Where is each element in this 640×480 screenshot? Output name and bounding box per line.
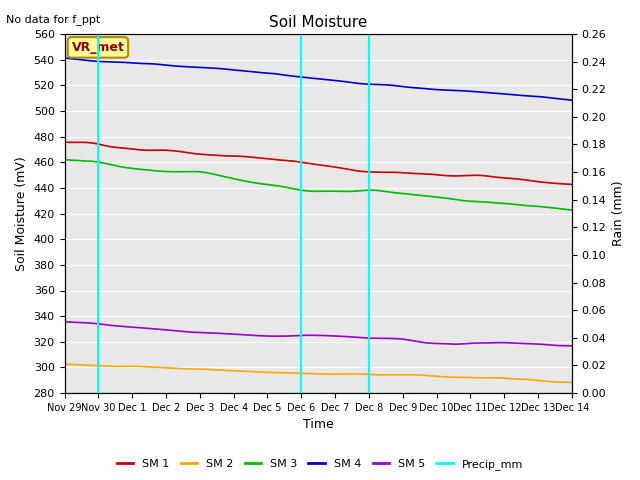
Title: Soil Moisture: Soil Moisture	[269, 15, 367, 30]
X-axis label: Time: Time	[303, 419, 333, 432]
Y-axis label: Soil Moisture (mV): Soil Moisture (mV)	[15, 156, 28, 271]
Text: No data for f_ppt: No data for f_ppt	[6, 14, 100, 25]
Text: VR_met: VR_met	[72, 41, 124, 54]
Legend: SM 1, SM 2, SM 3, SM 4, SM 5, Precip_mm: SM 1, SM 2, SM 3, SM 4, SM 5, Precip_mm	[112, 455, 528, 474]
Y-axis label: Rain (mm): Rain (mm)	[612, 181, 625, 246]
